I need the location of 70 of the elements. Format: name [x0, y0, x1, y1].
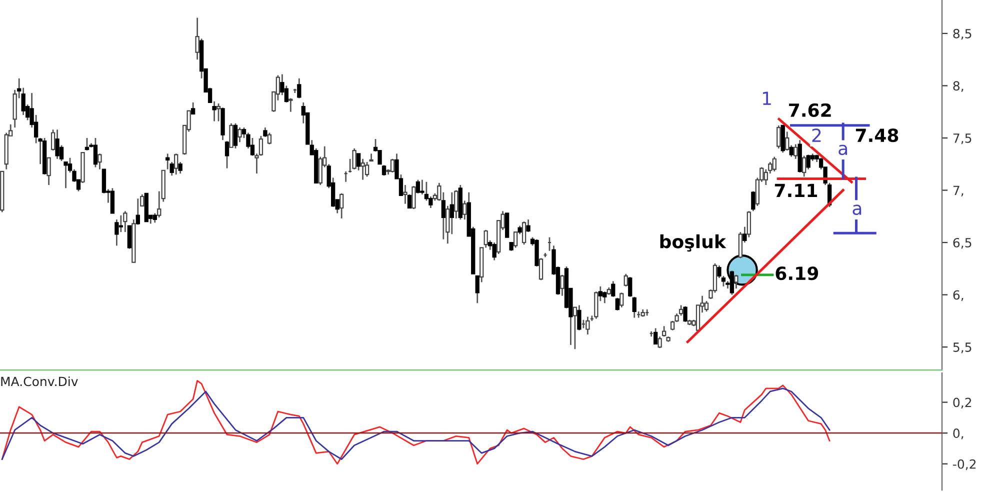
candlestick — [611, 280, 616, 298]
candlestick — [64, 161, 68, 189]
candlestick — [390, 158, 395, 174]
y-tick-label: 0,2 — [953, 398, 972, 408]
annotation: a — [852, 204, 862, 216]
candlestick — [166, 152, 170, 170]
ref-line-label: 6.19 — [776, 266, 818, 280]
candlestick — [683, 306, 688, 323]
annotation: 7.48 — [856, 128, 898, 142]
y-tick-label: 6, — [953, 290, 964, 301]
y-tick-label: 7,5 — [953, 134, 972, 144]
candlestick — [632, 296, 636, 318]
candlestick — [602, 290, 607, 304]
candlestick — [238, 126, 242, 143]
candlestick — [734, 274, 738, 290]
y-tick-label: -0,2 — [953, 459, 976, 470]
candlestick — [84, 137, 90, 152]
candlestick — [98, 152, 102, 170]
candlestick — [586, 316, 590, 336]
candlestick — [572, 306, 578, 350]
candlestick — [233, 122, 238, 150]
candlestick — [776, 124, 781, 150]
candlestick — [662, 325, 666, 338]
candlestick — [658, 336, 662, 349]
candlestick — [93, 137, 98, 168]
candlestick — [224, 140, 230, 169]
ref-line-label: 7.11 — [774, 184, 818, 198]
candlestick — [654, 328, 658, 345]
candlestick — [738, 231, 743, 259]
candlestick — [174, 152, 178, 176]
candlestick — [772, 156, 776, 172]
candlestick — [620, 292, 624, 308]
candlestick — [288, 98, 293, 113]
candlestick — [55, 128, 60, 160]
candlestick — [190, 102, 196, 115]
candlestick — [403, 184, 408, 205]
candlestick — [526, 218, 530, 233]
candlestick — [475, 275, 480, 304]
candlestick — [136, 198, 140, 226]
y-tick-label: 8, — [953, 81, 964, 92]
candlestick — [352, 148, 356, 170]
candlestick — [118, 214, 124, 233]
y-tick-label: 7, — [953, 186, 964, 196]
candlestick — [123, 210, 128, 233]
candlestick — [340, 192, 344, 220]
y-tick-label: 6,5 — [953, 238, 972, 249]
candlestick — [114, 218, 119, 246]
candlestick — [628, 276, 632, 298]
candlestick — [297, 78, 302, 99]
candlestick — [492, 242, 496, 261]
annotation: a — [838, 144, 847, 156]
candlestick — [378, 150, 382, 165]
candlestick — [382, 164, 386, 176]
ref-line-label: 7.62 — [789, 103, 831, 117]
candlestick — [794, 144, 798, 160]
y-tick-label: 5,5 — [953, 342, 972, 354]
y-tick-label: 0, — [953, 428, 964, 440]
candlestick — [704, 300, 709, 312]
y-tick-label: 8,5 — [953, 28, 972, 40]
candlestick — [263, 126, 268, 138]
annotation: 2 — [812, 128, 821, 142]
annotation: boşluk — [660, 234, 726, 252]
candlestick — [364, 161, 370, 178]
annotation: 1 — [763, 92, 771, 105]
candlestick — [560, 274, 564, 296]
candlestick — [360, 158, 365, 180]
candlestick — [462, 200, 467, 220]
candlestick — [110, 187, 115, 214]
chart-title: MA.Conv.Div — [1, 376, 78, 386]
candlestick — [522, 220, 526, 246]
